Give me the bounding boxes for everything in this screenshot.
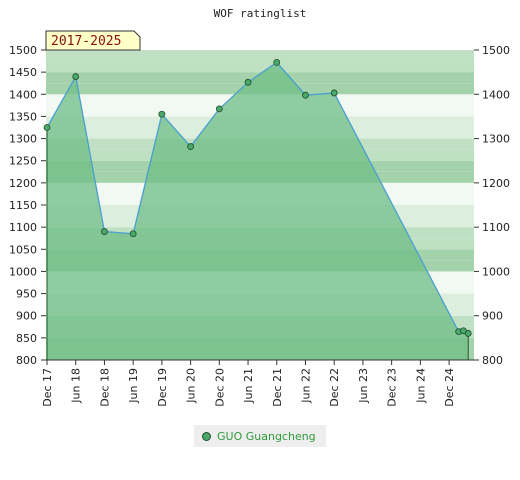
x-tick-label: Jun 22 — [299, 368, 312, 404]
y-tick-label-right: 1200 — [482, 177, 510, 190]
data-point — [464, 330, 472, 337]
y-tick-label-right: 900 — [482, 310, 503, 323]
y-tick-label-left: 800 — [16, 354, 37, 367]
y-tick-label-left: 1500 — [9, 44, 37, 57]
chart-title: WOF ratinglist — [214, 7, 307, 20]
period-badge: 2017-2025 — [45, 30, 141, 51]
y-tick-label-left: 950 — [16, 288, 37, 301]
y-tick-label-left: 1350 — [9, 110, 37, 123]
y-tick-label-left: 850 — [16, 332, 37, 345]
y-tick-label-right: 1000 — [482, 265, 510, 278]
y-tick-label-left: 1150 — [9, 199, 37, 212]
y-tick-label-left: 1450 — [9, 66, 37, 79]
x-tick-label: Jun 19 — [127, 368, 140, 404]
rating-points — [43, 59, 472, 337]
y-tick-label-left: 1000 — [9, 265, 37, 278]
data-point — [244, 78, 252, 86]
x-tick-label: Dec 20 — [213, 368, 226, 407]
axes: 800 850 900 950 1000 1050 1100 1150 1200 1250 1300… — [9, 44, 510, 407]
data-point — [215, 105, 223, 113]
y-tick-label-right: 1500 — [482, 44, 510, 57]
rating-area — [46, 61, 469, 361]
data-point — [273, 59, 281, 66]
data-point — [187, 143, 195, 150]
x-tick-label: Dec 18 — [98, 368, 111, 407]
data-point — [72, 73, 80, 80]
x-tick-label: Dec 24 — [443, 368, 456, 407]
y-tick-label-left: 1250 — [9, 155, 37, 168]
data-point — [158, 110, 166, 118]
x-tick-label: Dec 22 — [328, 368, 341, 407]
band — [46, 50, 474, 62]
legend-marker — [202, 431, 211, 441]
legend: GUO Guangcheng — [194, 425, 326, 447]
band — [46, 61, 474, 73]
y-tick-label-right: 800 — [482, 354, 503, 367]
legend-label: GUO Guangcheng — [217, 429, 316, 443]
x-tick-label: Jun 24 — [414, 368, 427, 404]
y-tick-label-left: 1050 — [9, 243, 37, 256]
data-point — [43, 124, 51, 131]
y-tick-label-left: 1200 — [9, 177, 37, 190]
x-tick-label: Jun 18 — [70, 368, 83, 404]
y-tick-label-left: 1100 — [9, 221, 37, 234]
x-tick-label: Dec 19 — [156, 368, 169, 407]
data-point — [101, 228, 108, 235]
x-tick-label: Dec 21 — [271, 368, 284, 407]
y-tick-label-right: 1300 — [482, 133, 510, 146]
series-line — [46, 61, 469, 334]
x-tick-label: Dec 17 — [41, 368, 54, 407]
y-tick-label-right: 1100 — [482, 221, 510, 234]
y-tick-label-left: 1300 — [9, 133, 37, 146]
x-tick-label: Dec 23 — [386, 368, 399, 407]
data-point — [129, 230, 137, 238]
y-tick-label-right: 1400 — [482, 88, 510, 101]
data-point — [330, 89, 338, 97]
period-badge-label: 2017-2025 — [51, 34, 121, 49]
y-tick-label-left: 1400 — [9, 88, 37, 101]
data-point — [302, 91, 309, 99]
x-tick-label: Jun 23 — [357, 368, 370, 404]
y-tick-label-left: 900 — [16, 310, 37, 323]
area-fill — [47, 62, 469, 361]
x-tick-label: Jun 21 — [242, 368, 255, 404]
x-tick-label: Jun 20 — [185, 368, 198, 404]
